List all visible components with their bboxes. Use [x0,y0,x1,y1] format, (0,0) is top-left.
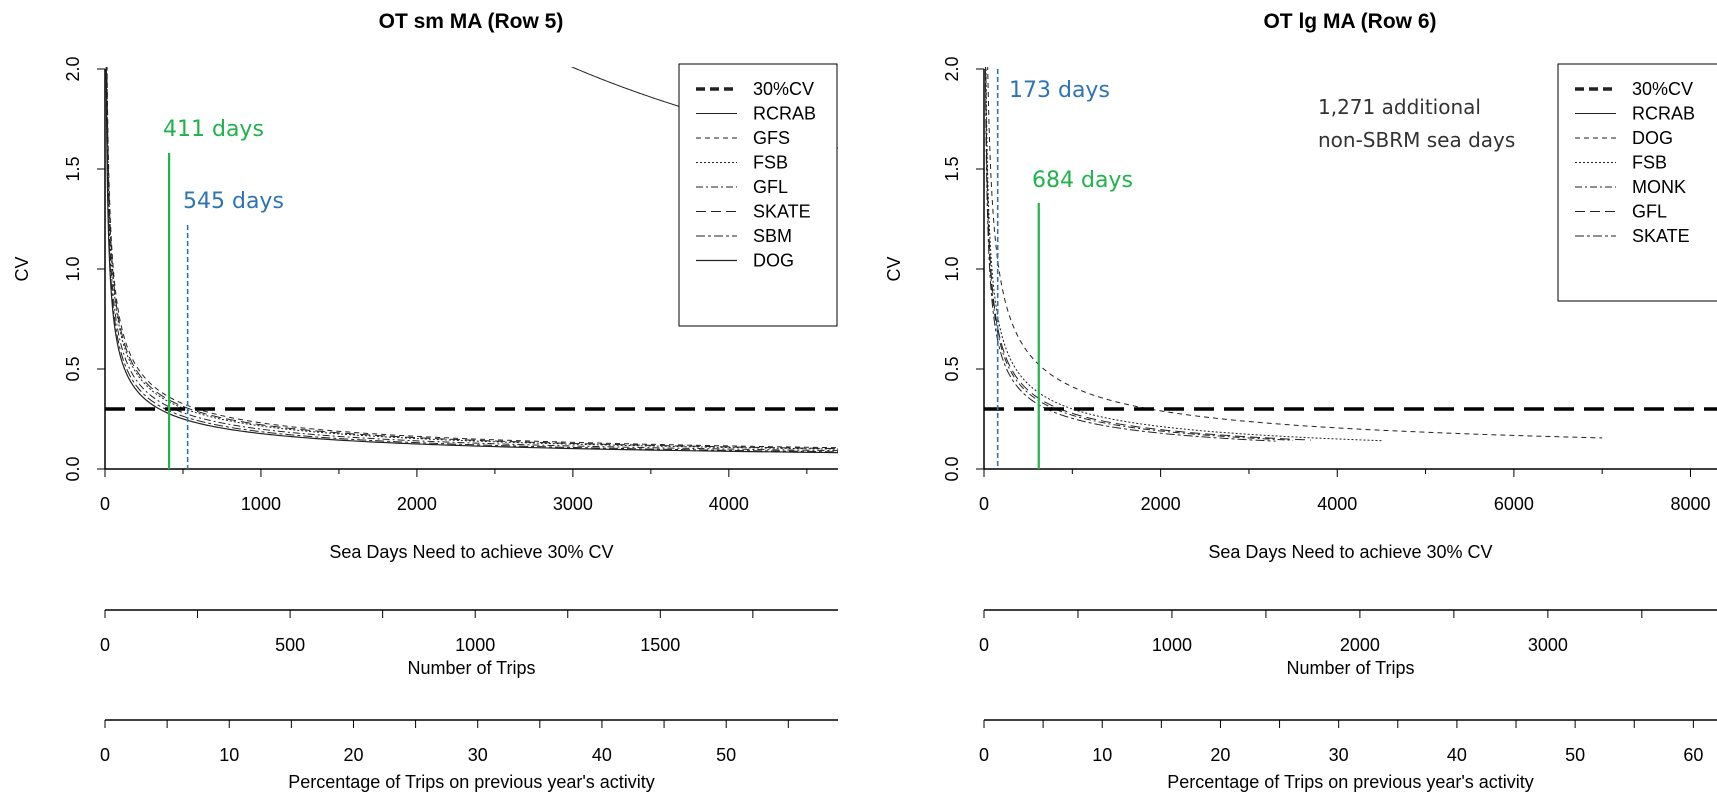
legend-label: DOG [1632,128,1673,148]
legend-label: GFL [1632,202,1667,222]
legend-label: 30%CV [753,79,814,99]
y-tick-label: 2.0 [63,56,83,81]
secondary-tick-label: 50 [1565,745,1585,765]
legend-box [1557,63,1717,302]
secondary-axis-label: Percentage of Trips on previous year's a… [1167,772,1534,792]
annotation-label: 545 days [183,189,284,214]
secondary-tick-label: 30 [468,745,488,765]
secondary-tick-label: 0 [979,745,989,765]
x-axis-label: Sea Days Need to achieve 30% CV [1208,542,1492,562]
secondary-tick-label: 1000 [455,635,495,655]
legend-label: DOG [753,251,794,271]
y-tick-label: 1.5 [63,156,83,181]
annotation-label: 684 days [1032,168,1133,193]
y-tick-label: 0.0 [63,456,83,481]
secondary-tick-label: 10 [219,745,239,765]
secondary-tick-label: 500 [275,635,305,655]
secondary-tick-label: 10 [1092,745,1112,765]
x-axis-label: Sea Days Need to achieve 30% CV [329,542,613,562]
legend-label: SBM [753,226,792,246]
secondary-tick-label: 2000 [1340,635,1380,655]
secondary-tick-label: 60 [1683,745,1703,765]
series-line-dog [105,67,838,454]
secondary-tick-label: 0 [979,635,989,655]
y-tick-label: 1.0 [63,256,83,281]
x-tick-label: 8000 [1670,494,1710,514]
y-tick-label: 0.5 [63,356,83,381]
series-line-dog [987,67,1603,439]
legend-label: MONK [1632,177,1686,197]
secondary-tick-label: 0 [100,745,110,765]
chart-panel-2: OT lg MA (Row 6)CV0.00.51.01.52.00 2000 40… [884,10,1717,792]
legend-label: RCRAB [1632,104,1695,124]
y-axis-label: CV [12,256,32,281]
secondary-tick-label: 3000 [1528,635,1568,655]
legend-label: FSB [1632,153,1667,173]
secondary-axis-trips: 0 500 1000 1500 Number of Trips [100,609,838,678]
series-line-skate [106,67,838,450]
x-tick-label: 0 [979,494,989,514]
y-tick-label: 2.0 [942,56,962,81]
legend-label: GFS [753,128,790,148]
secondary-tick-label: 40 [592,745,612,765]
x-tick-label: 1000 [241,494,281,514]
y-tick-label: 1.0 [942,256,962,281]
x-tick-label: 2000 [1141,494,1181,514]
y-tick-label: 1.5 [942,156,962,181]
legend-label: SKATE [1632,226,1690,246]
y-tick-label: 0.5 [942,356,962,381]
series-line-monk [985,67,1294,441]
y-axis-label: CV [884,256,904,281]
legend-label: SKATE [753,202,811,222]
annotation-label: 411 days [163,117,264,142]
legend-label: FSB [753,153,788,173]
secondary-axis-trips: 0 1000 2000 3000 Number of Trips [979,609,1717,678]
x-tick-label: 6000 [1494,494,1534,514]
secondary-axis-label: Number of Trips [1286,658,1414,678]
secondary-tick-label: 50 [716,745,736,765]
chart-title: OT sm MA (Row 5) [379,10,564,33]
x-tick-label: 4000 [709,494,749,514]
secondary-axis-percentage: 0 10 20 30 40 50 60 Percentage of Trips on prev… [979,719,1717,792]
secondary-tick-label: 1000 [1152,635,1192,655]
legend-label: GFL [753,177,788,197]
chart-panel-1: OT sm MA (Row 5)CV0.00.51.01.52.00 1000 20… [12,10,838,792]
secondary-tick-label: 30 [1329,745,1349,765]
secondary-tick-label: 0 [100,635,110,655]
annotation-note: non-SBRM sea days [1318,128,1515,152]
legend-label: RCRAB [753,104,816,124]
series-line-fsb [985,67,1382,442]
x-tick-label: 0 [100,494,110,514]
x-tick-label: 4000 [1317,494,1357,514]
x-tick-label: 2000 [397,494,437,514]
x-tick-label: 3000 [553,494,593,514]
secondary-axis-label: Number of Trips [407,658,535,678]
series-line-fsb [106,67,838,450]
plot-area [984,29,1717,442]
annotation-label: 173 days [1009,78,1110,103]
y-tick-label: 0.0 [942,456,962,481]
series-line-skate [984,67,1276,442]
chart-title: OT lg MA (Row 6) [1263,10,1436,33]
secondary-axis-label: Percentage of Trips on previous year's a… [288,772,655,792]
secondary-tick-label: 40 [1447,745,1467,765]
annotation-note: 1,271 additional [1318,95,1481,119]
legend: 30%CV RCRAB GFS FSB GFL SKATE SBM DOG [678,63,838,327]
series-line-gfl [985,67,1311,441]
secondary-tick-label: 20 [343,745,363,765]
legend: 30%CV RCRAB DOG FSB MONK GFL SKATE [1557,63,1717,302]
legend-box [678,63,838,327]
secondary-tick-label: 20 [1210,745,1230,765]
series-line-rcrab [1657,29,1717,48]
secondary-axis-percentage: 0 10 20 30 40 50 Percentage of Trips on previo… [100,719,838,792]
secondary-tick-label: 1500 [640,635,680,655]
legend-label: 30%CV [1632,79,1693,99]
